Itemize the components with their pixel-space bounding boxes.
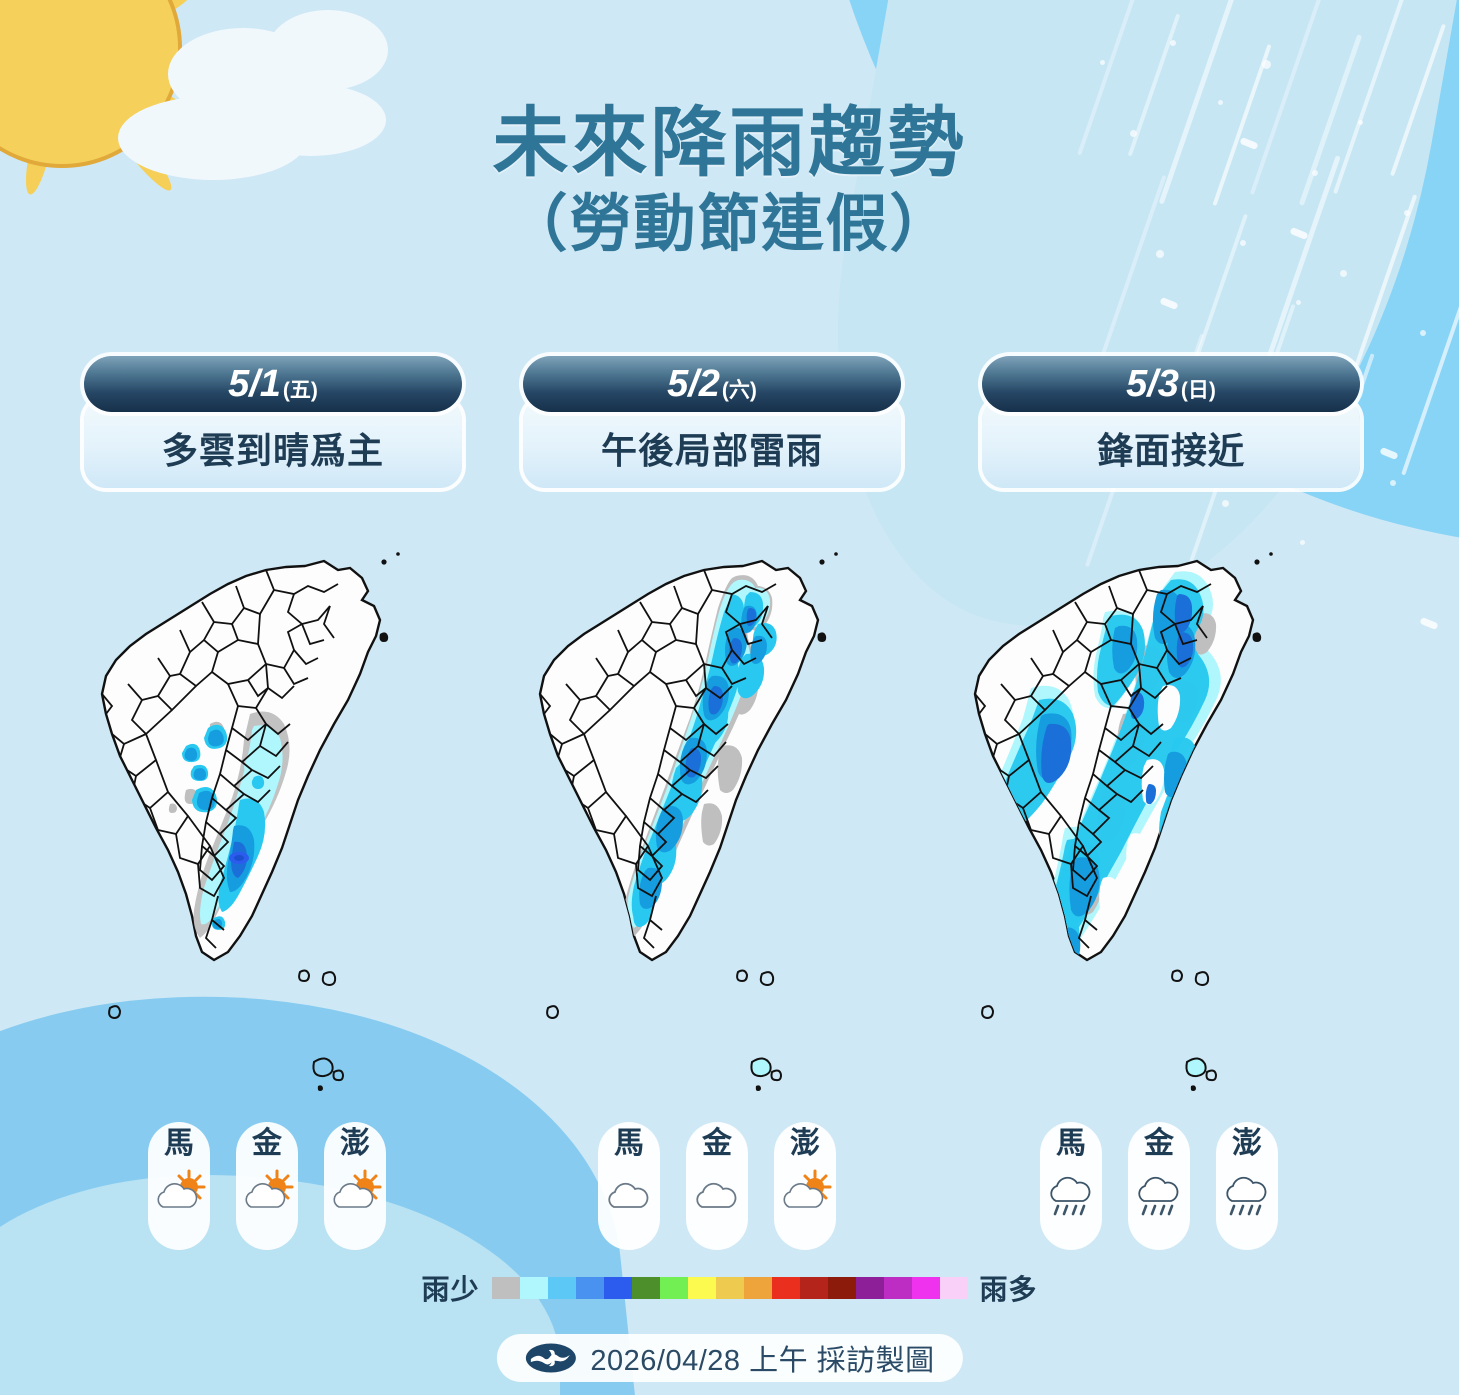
legend-swatch-14	[883, 1277, 912, 1299]
legend-swatch-8	[715, 1277, 744, 1299]
island-forecast-group-day-2: 馬 金 澎	[598, 1122, 846, 1250]
island-label-ma: 馬	[164, 1127, 194, 1160]
rainfall-legend: 雨少 雨多	[0, 1268, 1459, 1308]
legend-swatch-12	[827, 1277, 856, 1299]
legend-swatch-16	[939, 1277, 968, 1299]
island-label-peng: 澎	[1232, 1127, 1262, 1160]
island-label-peng: 澎	[790, 1127, 820, 1160]
day-2-date-pill: 5/2 (六)	[523, 356, 901, 412]
cloudy-icon	[601, 1165, 657, 1221]
rain-dot	[1420, 330, 1426, 336]
legend-swatch-10	[771, 1277, 800, 1299]
island-label-jin: 金	[1144, 1127, 1174, 1160]
day-2-description: 午後局部雷雨	[600, 430, 823, 471]
island-label-jin: 金	[252, 1127, 282, 1160]
island-pill-jin-day-2[interactable]: 金	[686, 1122, 748, 1250]
day-1-summary-body: 多雲到晴爲主	[84, 398, 462, 488]
sun-ray	[0, 42, 72, 113]
legend-swatch-6	[659, 1277, 688, 1299]
footer-timestamp: 2026/04/28 上午 採訪製圖	[590, 1345, 935, 1377]
day-1-weekday: (五)	[282, 379, 318, 402]
forecast-maps	[0, 528, 1459, 1128]
legend-high-label: 雨多	[979, 1274, 1038, 1305]
island-pill-peng-day-2[interactable]: 澎	[774, 1122, 836, 1250]
partly-cloudy-icon	[327, 1165, 383, 1221]
sun-ray	[0, 0, 74, 65]
page-title-block: 未來降雨趨勢 （勞動節連假）	[0, 104, 1459, 262]
sun-ray	[50, 0, 141, 65]
day-3-weekday: (日)	[1180, 379, 1216, 402]
sun-ray	[56, 44, 176, 64]
island-label-jin: 金	[702, 1127, 732, 1160]
weather-bureau-wave-logo-icon	[524, 1342, 576, 1374]
day-card-2[interactable]: 5/2 (六) 午後局部雷雨	[523, 356, 901, 488]
island-label-ma: 馬	[1056, 1127, 1086, 1160]
island-pill-ma-day-2[interactable]: 馬	[598, 1122, 660, 1250]
legend-swatch-4	[603, 1277, 632, 1299]
island-label-ma: 馬	[614, 1127, 644, 1160]
day-2-date: 5/2	[667, 362, 720, 405]
day-1-date-pill: 5/1 (五)	[84, 356, 462, 412]
decorative-cloud-2	[268, 10, 388, 90]
day-3-date: 5/3	[1126, 362, 1179, 405]
island-pill-ma-day-3[interactable]: 馬	[1040, 1122, 1102, 1250]
rain-dot	[1170, 40, 1176, 46]
day-3-description: 鋒面接近	[1096, 430, 1245, 471]
legend-swatch-9	[743, 1277, 772, 1299]
legend-low-label: 雨少	[421, 1274, 480, 1305]
rain-icon	[1131, 1165, 1187, 1221]
partly-cloudy-icon	[777, 1165, 833, 1221]
day-3-date-pill: 5/3 (日)	[982, 356, 1360, 412]
rainfall-map-day-2[interactable]	[500, 528, 940, 1128]
legend-swatch-3	[575, 1277, 604, 1299]
island-forecast-group-day-1: 馬 金	[148, 1122, 396, 1250]
legend-swatch-7	[687, 1277, 716, 1299]
sun-ray	[0, 0, 72, 66]
rainfall-map-day-1[interactable]	[62, 528, 502, 1128]
day-card-1[interactable]: 5/1 (五) 多雲到晴爲主	[84, 356, 462, 488]
sun-ray	[0, 44, 68, 64]
page-subtitle: （勞動節連假）	[505, 189, 954, 259]
partly-cloudy-icon	[239, 1165, 295, 1221]
footer-credit: 2026/04/28 上午 採訪製圖	[496, 1334, 963, 1382]
rain-dot	[1100, 60, 1105, 65]
legend-swatch-13	[855, 1277, 884, 1299]
rain-dot	[1262, 60, 1271, 69]
sun-ray	[50, 0, 111, 63]
legend-swatch-0	[491, 1277, 520, 1299]
day-1-date: 5/1	[228, 362, 281, 405]
legend-swatch-5	[631, 1277, 660, 1299]
island-forecast-group-day-3: 馬 金 澎	[1040, 1122, 1288, 1250]
island-pill-peng-day-3[interactable]: 澎	[1216, 1122, 1278, 1250]
legend-swatch-15	[911, 1277, 940, 1299]
island-pill-jin-day-1[interactable]: 金	[236, 1122, 298, 1250]
legend-swatch-1	[519, 1277, 548, 1299]
sun-ray	[20, 0, 74, 63]
rain-icon	[1043, 1165, 1099, 1221]
day-1-description: 多雲到晴爲主	[161, 430, 384, 471]
island-pill-peng-day-1[interactable]: 澎	[324, 1122, 386, 1250]
day-2-weekday: (六)	[721, 379, 757, 402]
day-card-3[interactable]: 5/3 (日) 鋒面接近	[982, 356, 1360, 488]
rainfall-map-day-3[interactable]	[935, 528, 1375, 1128]
legend-swatch-2	[547, 1277, 576, 1299]
rain-dot	[1296, 300, 1301, 305]
island-pill-ma-day-1[interactable]: 馬	[148, 1122, 210, 1250]
partly-cloudy-icon	[151, 1165, 207, 1221]
sun-ray	[52, 0, 197, 66]
cloudy-icon	[689, 1165, 745, 1221]
day-cards: 5/1 (五) 多雲到晴爲主 5/2 (六) 午後局部雷雨 5/3 (日) 鋒面…	[0, 356, 1459, 506]
page-title: 未來降雨趨勢	[492, 101, 967, 186]
island-label-peng: 澎	[340, 1127, 370, 1160]
rain-dot	[1340, 270, 1347, 277]
island-pill-jin-day-3[interactable]: 金	[1128, 1122, 1190, 1250]
rain-dash	[1159, 296, 1179, 311]
rain-icon	[1219, 1165, 1275, 1221]
legend-swatch-11	[799, 1277, 828, 1299]
legend-color-ramp	[491, 1277, 968, 1299]
